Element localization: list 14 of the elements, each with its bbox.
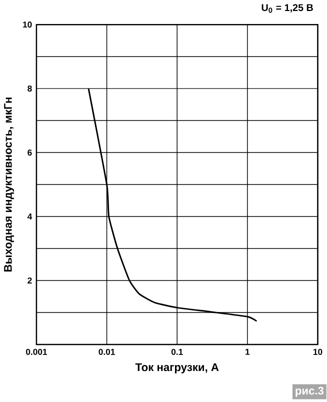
y-tick-label: 2 (28, 277, 32, 284)
y-tick-label: 6 (28, 149, 32, 156)
x-axis-title: Ток нагрузки, А (136, 363, 219, 374)
y-tick-label: 8 (28, 86, 32, 92)
x-tick-label: 10 (314, 348, 322, 355)
text: рис.3 (296, 386, 324, 397)
y-axis-title: Выходная индуктивность, мкГн (4, 98, 14, 272)
y-tick-label: 10 (23, 22, 32, 28)
chart-title: U$_{0}$ = 1,25 В (262, 4, 314, 13)
x-tick-label: 1 (246, 348, 250, 355)
x-tick-label: 0.1 (172, 348, 184, 355)
y-tick-label: 4 (28, 214, 32, 220)
x-tick-label: 0.01 (98, 348, 116, 355)
x-tick-label: 0.001 (26, 348, 48, 355)
